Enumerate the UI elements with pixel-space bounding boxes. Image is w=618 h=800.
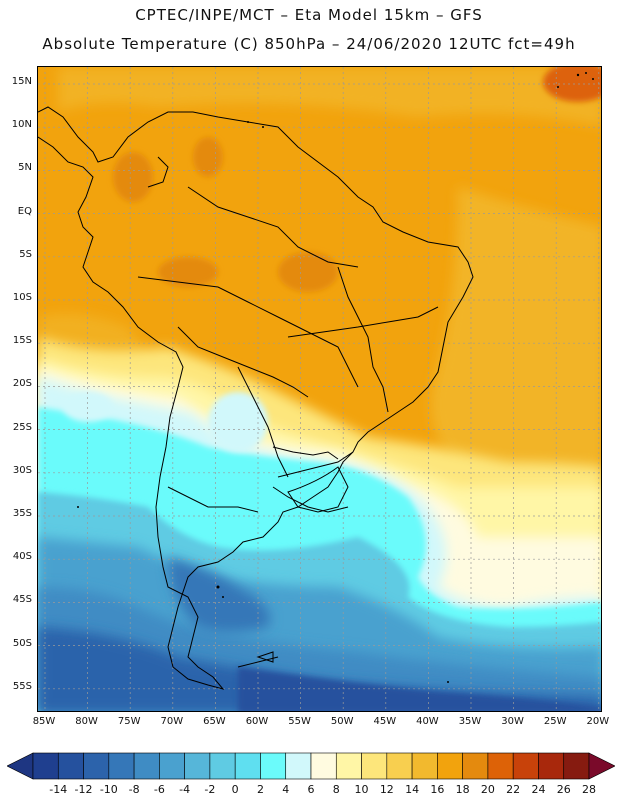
lat-label: 35S (12, 508, 32, 519)
colorbar-label: 0 (231, 783, 239, 796)
colorbar-under-arrow (6, 752, 34, 780)
lat-label: 30S (12, 464, 32, 476)
colorbar-swatch (386, 752, 413, 780)
lon-label: 85W (32, 716, 56, 727)
colorbar-label: -12 (74, 783, 93, 796)
colorbar-label: -6 (153, 783, 165, 796)
colorbar-swatch (133, 752, 160, 780)
colorbar-swatch (538, 752, 565, 780)
colorbar-over-arrow (588, 752, 616, 780)
colorbar-swatch (563, 752, 590, 780)
lat-label: 5S (19, 248, 32, 260)
colorbar-swatch (335, 752, 362, 780)
colorbar-swatch (32, 752, 59, 780)
lon-label: 50W (330, 716, 354, 727)
lat-label: 20S (12, 378, 32, 390)
colorbar-swatch (209, 752, 236, 780)
colorbar-swatch (159, 752, 185, 780)
lon-label: 45W (373, 716, 397, 727)
colorbar-label: 20 (480, 783, 495, 796)
colorbar-swatch (184, 752, 211, 780)
lat-label: 10N (11, 119, 32, 131)
lon-label: 30W (501, 716, 524, 727)
lon-label: 20W (586, 716, 610, 727)
colorbar-label: -14 (49, 783, 68, 796)
colorbar-label: 12 (379, 783, 394, 796)
colorbar-swatch (285, 752, 312, 780)
island-marks (77, 72, 594, 683)
chart-subtitle: Absolute Temperature (C) 850hPa – 24/06/… (42, 35, 576, 53)
colorbar-label: 2 (256, 783, 264, 796)
colorbar-label: 14 (405, 783, 420, 796)
colorbar-swatch (83, 752, 110, 780)
colorbar-swatch (57, 752, 84, 780)
lon-label: 55W (288, 716, 311, 727)
colorbar-label: 24 (531, 783, 546, 796)
colorbar-swatch (260, 752, 287, 780)
colorbar-label: 28 (582, 783, 596, 796)
temperature-map (37, 66, 602, 712)
temperature-field (38, 67, 601, 711)
lat-label: 40S (12, 551, 32, 563)
lat-label: 45S (12, 594, 32, 606)
gridlines (38, 67, 601, 711)
lon-label: 35W (458, 716, 482, 727)
colorbar-swatch (512, 752, 539, 780)
lat-label: 25S (12, 421, 32, 433)
lon-label: 60W (245, 716, 269, 727)
lat-label: 15S (12, 335, 32, 347)
lat-label: 50S (12, 637, 32, 649)
lat-label: 55S (12, 680, 32, 692)
colorbar-label: 10 (354, 783, 369, 796)
colorbar-label: 16 (430, 783, 445, 796)
coastline (38, 106, 474, 690)
colorbar (6, 752, 616, 780)
colorbar-swatch (234, 752, 261, 780)
lat-label: 5N (18, 162, 32, 174)
colorbar-label: 22 (506, 783, 521, 796)
lat-label: EQ (17, 205, 32, 217)
colorbar-swatch (437, 752, 463, 780)
colorbar-label: 8 (332, 783, 340, 796)
colorbar-label: -8 (128, 783, 140, 796)
colorbar-label: 26 (556, 783, 571, 796)
colorbar-swatch (108, 752, 135, 780)
colorbar-label: 4 (282, 783, 290, 796)
colorbar-label: 18 (455, 783, 470, 796)
map-canvas (38, 67, 601, 711)
colorbar-swatches (6, 752, 616, 780)
colorbar-swatch (487, 752, 514, 780)
lon-label: 75W (117, 716, 141, 727)
lon-label: 70W (160, 716, 184, 727)
lon-label: 80W (75, 716, 98, 727)
lon-label: 25W (543, 716, 567, 727)
colorbar-label: 6 (307, 783, 315, 796)
colorbar-swatch (411, 752, 438, 780)
chart-title: CPTEC/INPE/MCT – Eta Model 15km – GFS (135, 6, 483, 24)
colorbar-label: -10 (99, 783, 118, 796)
colorbar-swatch (462, 752, 489, 780)
colorbar-swatch (310, 752, 337, 780)
colorbar-label: -4 (179, 783, 191, 796)
colorbar-label: -2 (204, 783, 216, 796)
lat-label: 10S (12, 292, 32, 303)
lon-label: 65W (203, 716, 226, 727)
lon-label: 40W (416, 716, 439, 727)
lat-label: 15N (11, 76, 32, 87)
colorbar-swatch (361, 752, 388, 780)
